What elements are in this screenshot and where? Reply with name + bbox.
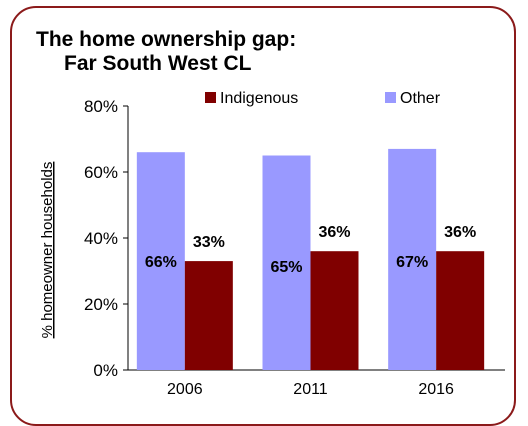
y-tick-label: 20% bbox=[84, 295, 118, 314]
legend-label-indigenous: Indigenous bbox=[220, 90, 298, 107]
x-tick-label: 2006 bbox=[167, 381, 203, 398]
bar-other-2016 bbox=[388, 148, 437, 370]
y-tick-label: 40% bbox=[84, 229, 118, 248]
y-tick-label: 0% bbox=[93, 361, 118, 380]
data-label-indigenous-2011: 36% bbox=[318, 224, 350, 241]
chart-title-line2: Far South West CL bbox=[64, 52, 252, 75]
x-tick-label: 2016 bbox=[418, 381, 454, 398]
y-axis-title: % homeowner households bbox=[39, 162, 56, 339]
legend-swatch-other bbox=[385, 92, 396, 103]
chart-title-line1: The home ownership gap: bbox=[36, 28, 297, 51]
x-tick-label: 2011 bbox=[293, 381, 328, 398]
bar-indigenous-2016 bbox=[436, 251, 485, 370]
chart-title: The home ownership gap: Far South West C… bbox=[36, 28, 296, 76]
legend-swatch-indigenous bbox=[205, 92, 216, 103]
bar-indigenous-2006 bbox=[184, 261, 233, 370]
bar-other-2011 bbox=[262, 155, 311, 370]
bar-indigenous-2011 bbox=[310, 251, 359, 370]
data-label-other-2016: 67% bbox=[396, 254, 428, 271]
y-tick-label: 60% bbox=[84, 163, 118, 182]
y-tick-label: 80% bbox=[84, 97, 118, 116]
data-label-other-2011: 65% bbox=[270, 259, 302, 276]
legend-label-other: Other bbox=[400, 90, 441, 107]
bar-other-2006 bbox=[136, 152, 185, 370]
bar-chart: 0% 20% 40% 60% 80% % homeowner households 66% 3… bbox=[39, 90, 505, 398]
data-label-indigenous-2006: 33% bbox=[193, 234, 225, 251]
data-label-indigenous-2016: 36% bbox=[444, 224, 476, 241]
data-label-other-2006: 66% bbox=[145, 254, 177, 271]
